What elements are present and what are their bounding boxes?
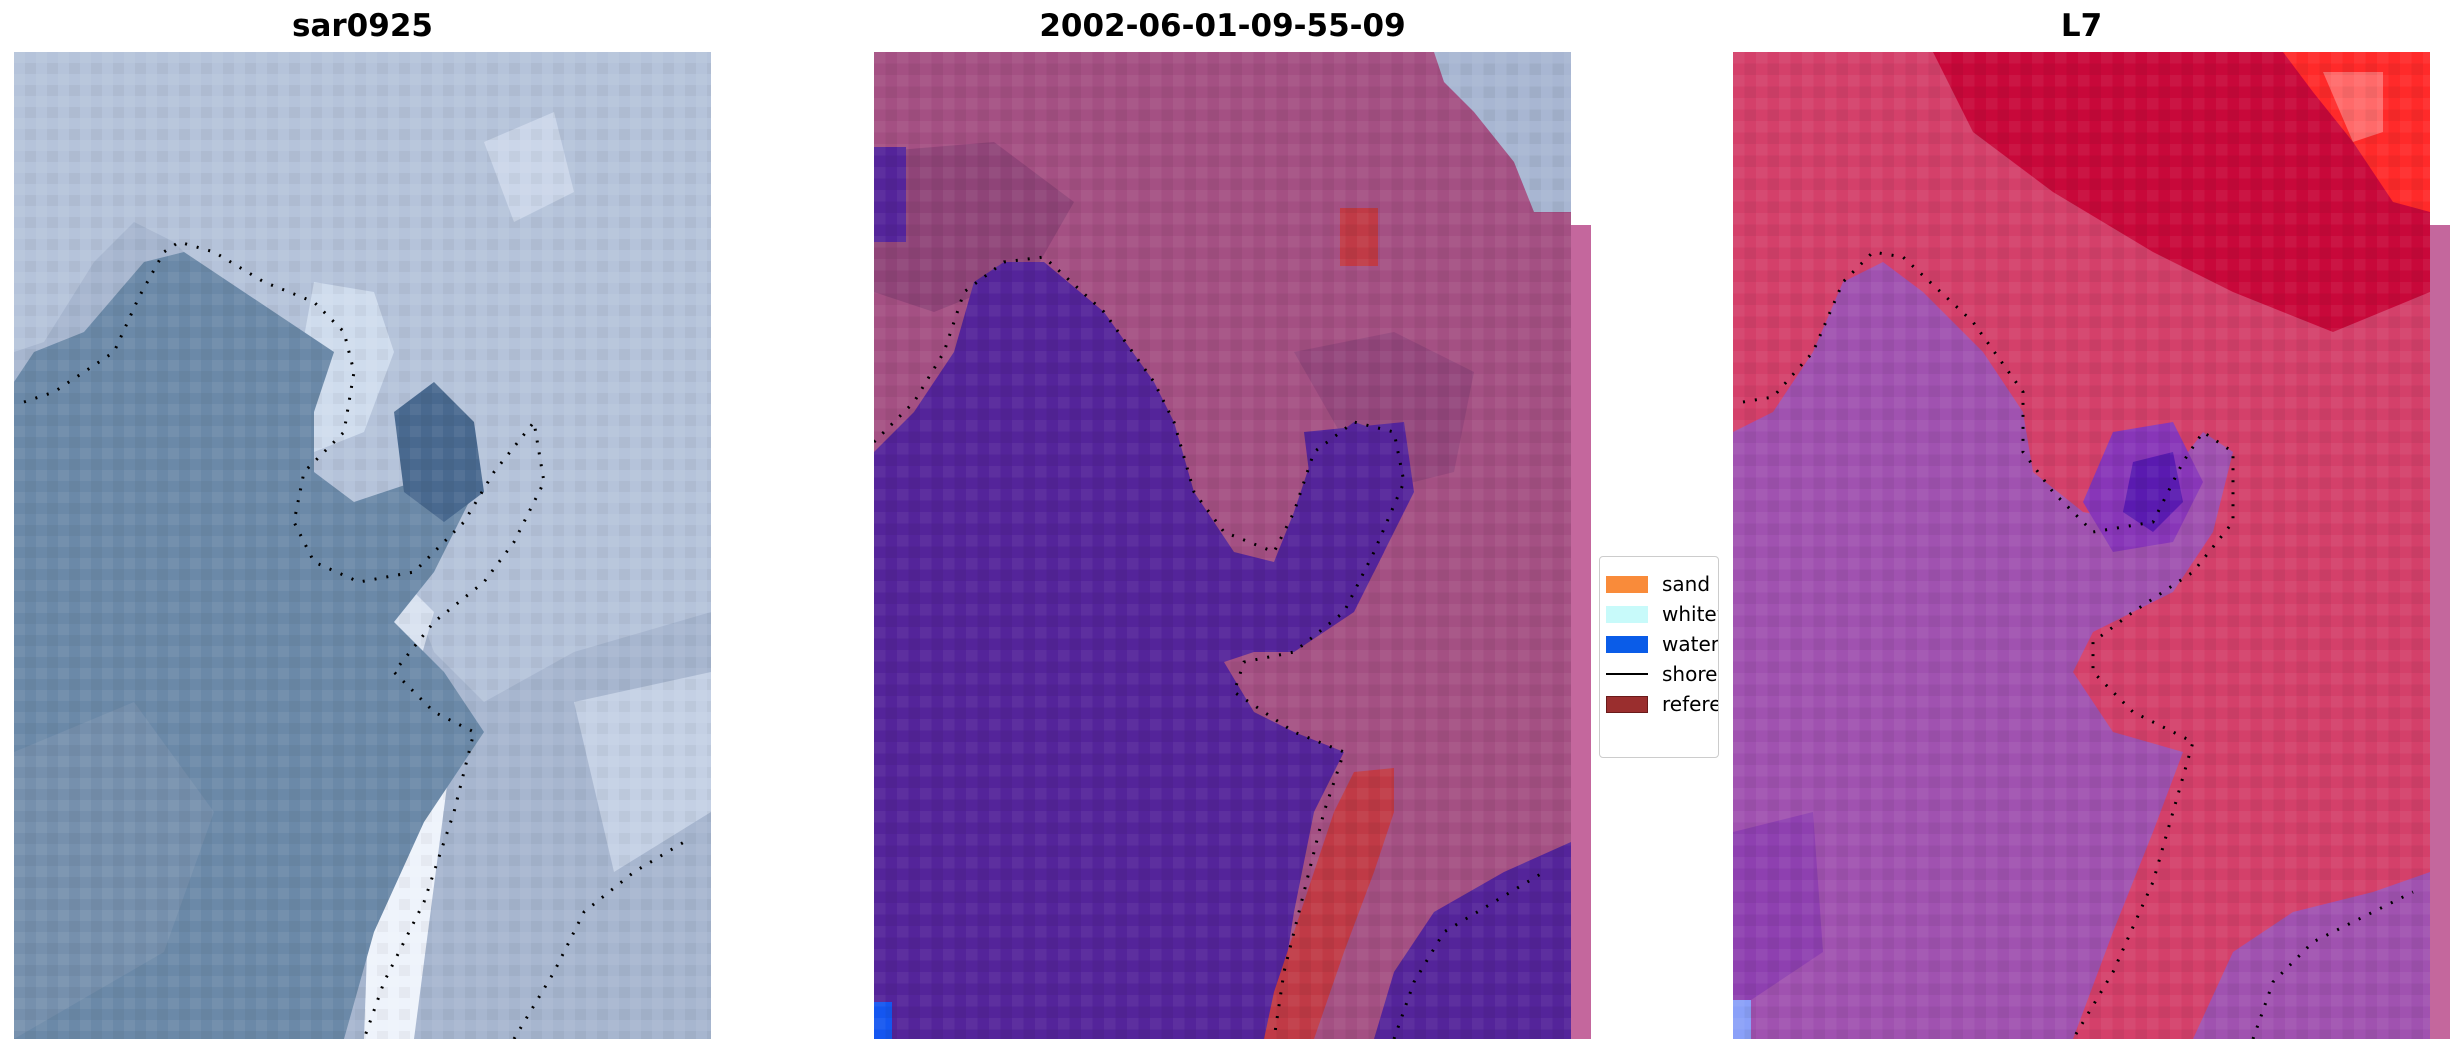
legend-label-shoreline: shoreline [1662, 662, 1718, 686]
legend-item-water: water [1606, 632, 1719, 656]
image-panel-classification [874, 52, 1591, 1039]
image-panel-l7 [1733, 52, 2450, 1039]
legend-item-shoreline: shoreline [1606, 662, 1718, 686]
legend-item-reference: reference shoreline buffer [1606, 692, 1718, 716]
reference-swatch [1606, 695, 1648, 713]
sar0925-image [14, 52, 711, 1039]
legend-label-water: water [1662, 632, 1719, 656]
panel-title-1: sar0925 [292, 8, 433, 44]
sand-swatch [1606, 575, 1648, 593]
image-panel-sar0925 [14, 52, 711, 1039]
legend-label-sand: sand [1662, 572, 1711, 596]
shoreline-line-swatch [1606, 673, 1648, 675]
whitewater-swatch [1606, 605, 1648, 623]
panel-title-2: 2002-06-01-09-55-09 [1039, 8, 1406, 44]
classification-image [874, 52, 1591, 1039]
shoreline-dots-3 [1742, 250, 2235, 1039]
shoreline-dots-2 [874, 255, 1406, 1039]
l7-image [1733, 52, 2450, 1039]
legend-label-reference: reference shoreline buffer [1662, 692, 1718, 716]
water-swatch [1606, 635, 1648, 653]
panel-title-3: L7 [2060, 8, 2103, 44]
legend-item-sand: sand [1606, 572, 1711, 596]
